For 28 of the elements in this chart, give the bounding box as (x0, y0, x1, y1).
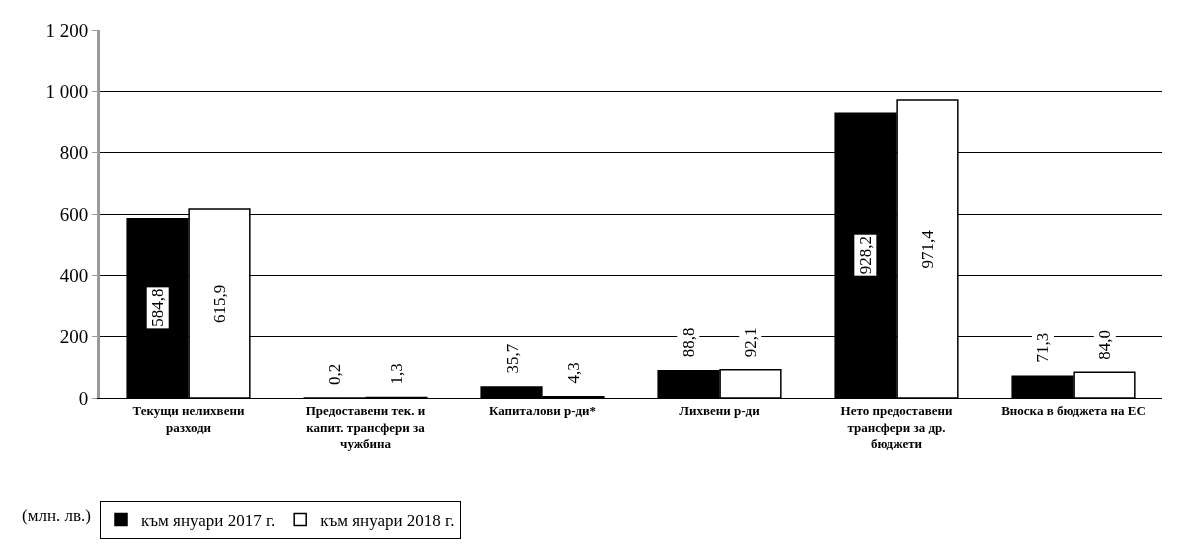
legend-label: към януари 2017 г. (141, 511, 276, 531)
data-label: 84,0 (1095, 329, 1115, 360)
x-tick-label: Лихвени р-ди (679, 402, 761, 418)
y-tick-label: 1 200 (45, 19, 89, 41)
y-tick-label: 200 (59, 326, 89, 348)
y-tick-label: 600 (59, 203, 89, 225)
x-tick-label: Вноска в бюджета на ЕС (1001, 402, 1146, 418)
data-label: 35,7 (502, 343, 522, 374)
y-tick-label: 400 (59, 264, 89, 286)
legend-label: към януари 2018 г. (320, 511, 455, 531)
text: (млн. лв.) (22, 506, 91, 525)
data-label: 971,4 (918, 229, 938, 269)
data-label: 615,9 (209, 284, 229, 324)
x-tick-label: Предоставени тек. и капит. трансфери за чужбина (305, 402, 426, 452)
data-label: 928,2 (855, 235, 875, 275)
x-tick-label: Капиталови р-ди* (488, 402, 597, 418)
data-label: 71,3 (1033, 332, 1053, 363)
y-tick-label: 1 000 (45, 80, 89, 102)
x-tick-label: Текущи нелихвени разходи (132, 402, 245, 435)
data-label: 4,3 (564, 362, 584, 384)
y-tick-label: 0 (78, 387, 89, 409)
x-tick-label: Нето предоставени трансфери за др. бюджети (840, 402, 953, 452)
data-label: 92,1 (740, 327, 760, 358)
data-label: 88,8 (678, 327, 698, 358)
data-label: 584,8 (148, 288, 168, 327)
y-tick-label: 800 (59, 142, 89, 164)
data-label: 0,2 (325, 363, 345, 385)
data-label: 1,3 (387, 363, 407, 385)
